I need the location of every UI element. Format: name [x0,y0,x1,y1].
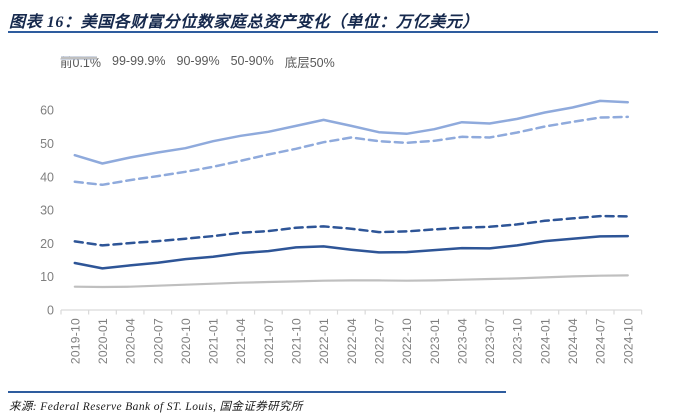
x-axis-label: 2020-01 [96,318,110,364]
source-text: 来源: Federal Reserve Bank of ST. Louis, 国… [9,401,303,413]
x-axis-label: 2021-01 [207,318,221,364]
legend-line-sample [61,56,97,60]
x-axis-label: 2023-01 [428,318,442,364]
series-line-50-90% [73,115,630,187]
x-axis-label: 2020-10 [179,318,193,364]
x-axis-label: 2022-10 [400,318,414,364]
x-axis-label: 2023-04 [455,318,469,364]
x-axis-label: 2020-04 [124,318,138,364]
y-axis-label: 60 [40,104,54,118]
y-axis-label: 10 [40,270,54,284]
x-axis-label: 2021-07 [262,318,276,364]
series-line-前0.1% [73,234,630,270]
x-axis-label: 2022-07 [372,318,386,364]
legend-label: 90-99% [176,54,220,68]
series-line-99-99.9% [73,214,630,247]
legend-label: 50-90% [230,54,274,68]
legend-label: 99-99.9% [112,54,166,68]
x-axis-label: 2022-01 [317,318,331,364]
x-axis-label: 2021-04 [234,318,248,364]
y-axis-label: 50 [40,137,54,151]
x-axis-label: 2022-04 [345,318,359,364]
title-rule [8,31,658,33]
y-axis-label: 40 [40,170,54,184]
x-axis-label: 2019-10 [68,318,82,364]
x-axis-label: 2024-10 [621,318,635,364]
x-axis-label: 2024-01 [538,318,552,364]
x-axis-label: 2023-07 [483,318,497,364]
series-line-底层50% [73,274,629,289]
x-axis-label: 2021-10 [290,318,304,364]
x-axis-label: 2020-07 [151,318,165,364]
footer-rule [8,391,506,393]
x-axis-label: 2023-10 [511,318,525,364]
series-line-90-99% [73,99,630,165]
figure-title: 图表 16：美国各财富分位数家庭总资产变化（单位：万亿美元） [9,14,480,31]
legend-item: 底层50% [61,52,335,71]
y-axis-label: 0 [47,304,54,318]
chart-legend: 前0.1% 99-99.9% 90-99% 50-90% 底层50% [60,52,640,70]
x-axis-label: 2024-04 [566,318,580,364]
x-axis-label: 2024-07 [594,318,608,364]
legend-label: 底层50% [284,55,335,70]
y-axis-label: 20 [40,237,54,251]
y-axis-label: 30 [40,204,54,218]
